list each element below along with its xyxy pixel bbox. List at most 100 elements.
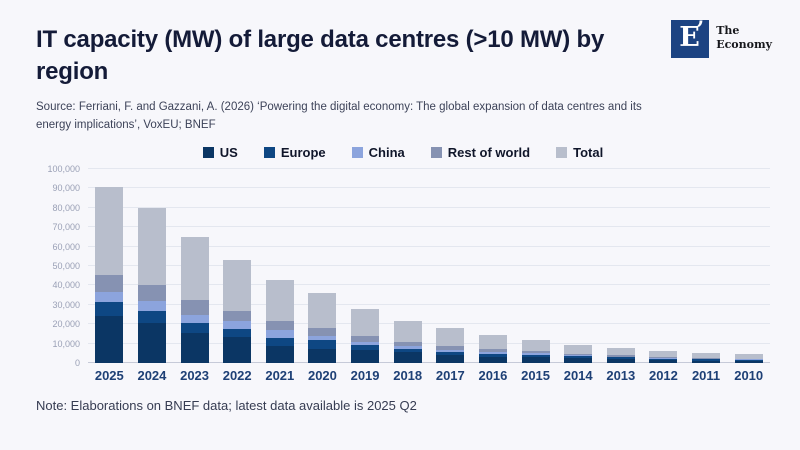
legend-item-rest-of-world: Rest of world (430, 145, 530, 160)
x-tick-label-2011: 2011 (691, 367, 721, 383)
bar-segment-europe-2025 (95, 301, 124, 317)
legend-label: US (219, 145, 238, 161)
bar-segment-total-2012 (649, 351, 678, 358)
bar-segment-europe-2015 (521, 354, 550, 358)
bar-segment-us-2018 (393, 352, 422, 363)
legend-swatch-rest-of-world (430, 147, 442, 159)
bar-segment-total-2019 (351, 309, 380, 337)
x-tick-label-2023: 2023 (180, 367, 210, 383)
bar-segment-rest-of-world-2025 (95, 275, 124, 292)
logo-wordmark-line2: Economy (716, 37, 772, 51)
gridline-0 (88, 361, 770, 363)
legend-swatch-total (556, 147, 568, 159)
legend-item-total: Total (556, 145, 603, 160)
bar-segment-china-2020 (308, 335, 337, 341)
bar-segment-total-2015 (521, 339, 550, 352)
legend-label: Total (573, 145, 604, 161)
x-tick-label-2018: 2018 (393, 367, 423, 383)
bar-2016 (478, 334, 507, 363)
x-tick-label-2015: 2015 (521, 367, 551, 383)
bar-segment-total-2018 (393, 320, 422, 342)
legend-item-europe: Europe (263, 145, 326, 160)
x-tick-label-2020: 2020 (307, 367, 337, 383)
gridline-10000 (88, 342, 770, 344)
bar-segment-rest-of-world-2012 (649, 357, 678, 359)
bar-segment-rest-of-world-2010 (734, 358, 763, 360)
bar-segment-total-2024 (137, 207, 166, 286)
bar-2013 (606, 347, 635, 363)
legend-swatch-china (351, 147, 363, 159)
bar-segment-total-2021 (265, 279, 294, 322)
bar-2020 (308, 292, 337, 363)
x-axis-labels: 2025 2024 2023 2022 2021 2020 2019 2018 2017 2016… (88, 368, 770, 383)
bar-slot-2022 (216, 169, 259, 363)
legend-swatch-europe (263, 147, 275, 159)
legend-label: China (368, 145, 405, 161)
bar-segment-rest-of-world-2015 (521, 351, 550, 354)
bar-segment-rest-of-world-2020 (308, 327, 337, 336)
bar-segment-europe-2014 (564, 356, 593, 359)
bar-segment-us-2025 (95, 316, 124, 363)
gridline-90000 (88, 187, 770, 189)
bar-segment-us-2020 (308, 348, 337, 363)
gridline-100000 (88, 167, 770, 169)
bar-2018 (393, 320, 422, 363)
logo-wordmark-line1: The (716, 24, 740, 37)
bar-segment-rest-of-world-2024 (137, 285, 166, 301)
x-tick-label-2024: 2024 (137, 367, 167, 383)
bar-2017 (436, 328, 465, 363)
bar-slot-2019 (344, 169, 387, 363)
bar-slot-2015 (514, 169, 557, 363)
y-tick-label: 10,000 (52, 338, 80, 349)
bar-segment-rest-of-world-2021 (265, 321, 294, 331)
bar-slot-2012 (642, 169, 685, 363)
bar-slot-2021 (259, 169, 302, 363)
x-tick-label-2010: 2010 (734, 367, 764, 383)
page-title: IT capacity (MW) of large data centres (… (36, 26, 605, 85)
bar-2024 (137, 207, 166, 363)
the-economy-logo: E ’ The Economy (671, 17, 772, 58)
bar-segment-china-2016 (478, 352, 507, 354)
logo-e-mark-icon: E ’ (671, 17, 710, 58)
gridline-50000 (88, 264, 770, 266)
bar-segment-us-2012 (649, 360, 678, 363)
gridline-20000 (88, 323, 770, 325)
bar-slot-2018 (386, 169, 429, 363)
bar-2012 (649, 351, 678, 363)
bar-segment-europe-2016 (478, 353, 507, 357)
x-tick-label-2012: 2012 (648, 367, 678, 383)
y-tick-label: 80,000 (52, 202, 80, 213)
bar-segment-europe-2022 (223, 328, 252, 338)
bar-2025 (95, 187, 124, 363)
bar-segment-total-2016 (478, 334, 507, 349)
bar-segment-europe-2023 (180, 323, 209, 333)
bar-2014 (564, 344, 593, 363)
bar-2011 (692, 352, 721, 363)
gridline-70000 (88, 226, 770, 228)
y-tick-label: 100,000 (47, 163, 80, 174)
x-tick-label-2017: 2017 (435, 367, 465, 383)
bar-segment-us-2022 (223, 337, 252, 363)
bar-segment-europe-2018 (393, 348, 422, 353)
y-tick-label: 20,000 (52, 319, 80, 330)
bar-segment-us-2024 (137, 323, 166, 363)
bar-segment-china-2014 (564, 355, 593, 357)
bar-segment-rest-of-world-2013 (606, 355, 635, 357)
x-tick-label-2014: 2014 (563, 367, 593, 383)
gridline-80000 (88, 206, 770, 208)
bar-segment-china-2025 (95, 291, 124, 302)
logo-wordmark: The Economy (716, 20, 772, 52)
bar-segment-rest-of-world-2022 (223, 311, 252, 322)
bar-segment-europe-2017 (436, 352, 465, 356)
gridline-30000 (88, 303, 770, 305)
bar-segment-total-2020 (308, 292, 337, 328)
bar-slot-2017 (429, 169, 472, 363)
y-tick-label: 0 (74, 357, 80, 368)
bar-segment-us-2019 (351, 350, 380, 363)
bar-segment-europe-2012 (649, 359, 678, 361)
bar-segment-rest-of-world-2017 (436, 345, 465, 351)
y-tick-label: 90,000 (52, 183, 80, 194)
bar-2010 (734, 354, 763, 363)
y-tick-label: 60,000 (52, 241, 80, 252)
